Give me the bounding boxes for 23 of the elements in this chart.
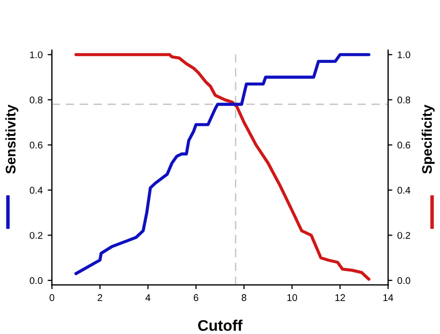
y-tick-label: 0.0 bbox=[30, 277, 43, 284]
y-tick-label: 1.0 bbox=[30, 51, 43, 58]
y-tick-label: 0.6 bbox=[30, 142, 42, 149]
y2-tick-label: 0.6 bbox=[397, 142, 410, 149]
x-tick-label: 4 bbox=[145, 294, 150, 301]
y-tick-label: 0.2 bbox=[30, 232, 42, 239]
y-tick-label: 0.4 bbox=[30, 186, 43, 194]
x-tick-label: 8 bbox=[242, 294, 246, 302]
y-tick-label: 0.8 bbox=[30, 96, 42, 104]
y2-tick-label: 0.2 bbox=[397, 232, 410, 239]
y2-tick-label: 1.0 bbox=[398, 51, 410, 58]
x-tick-label: 14 bbox=[383, 294, 394, 301]
y2-tick-label: 0.8 bbox=[397, 96, 410, 104]
y2-axis-title: Specificity bbox=[422, 104, 435, 174]
y-axis-title: Sensitivity bbox=[5, 104, 18, 174]
y2-tick-label: 0.0 bbox=[397, 277, 410, 284]
x-tick-label: 0 bbox=[50, 294, 54, 302]
x-tick-label: 10 bbox=[287, 294, 298, 302]
y2-tick-label: 0.4 bbox=[397, 186, 410, 194]
x-axis-title: Cutoff bbox=[198, 320, 243, 331]
x-tick-label: 12 bbox=[335, 294, 345, 301]
x-tick-label: 6 bbox=[194, 294, 198, 302]
x-tick-label: 2 bbox=[98, 294, 102, 301]
